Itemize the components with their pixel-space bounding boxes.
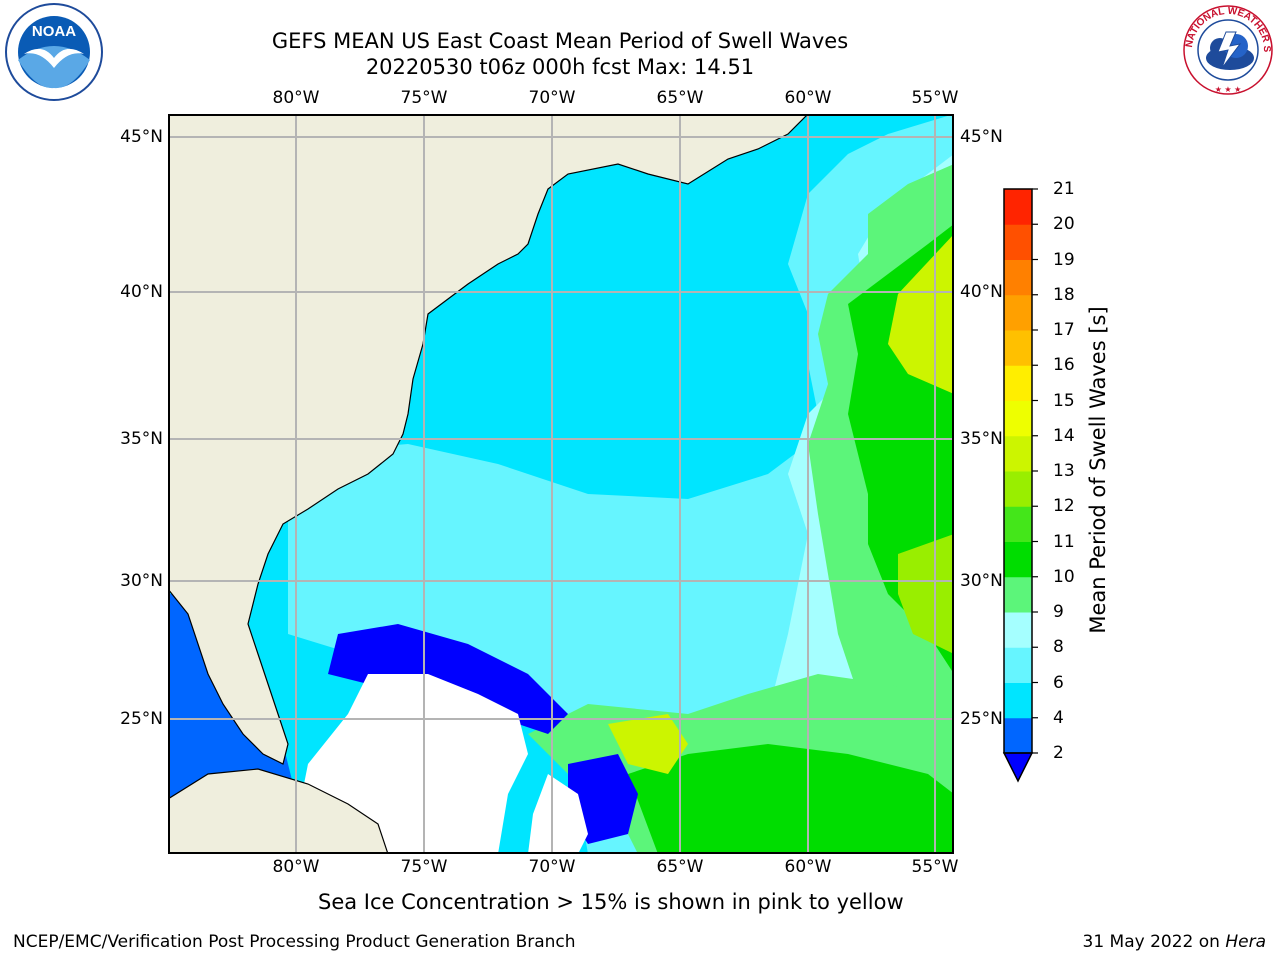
colorbar-segment [1004, 506, 1032, 542]
colorbar-tick-label: 20 [1053, 214, 1075, 235]
lon-label-bottom-55w: 55°W [911, 857, 959, 877]
footer-date: 31 May 2022 on Hera [1083, 932, 1267, 952]
colorbar-segment [1004, 330, 1032, 366]
colorbar-segment [1004, 365, 1032, 401]
colorbar-tick-label: 21 [1053, 179, 1075, 199]
colorbar-segments [1002, 189, 1034, 783]
footer-date-text: 31 May 2022 on [1082, 932, 1220, 952]
footer-credit: NCEP/EMC/Verification Post Processing Pr… [13, 932, 576, 952]
lat-label-left-30n: 30°N [120, 571, 163, 591]
colorbar [1002, 188, 1038, 783]
colorbar-segment [1004, 541, 1032, 578]
colorbar-tick-marks [1032, 188, 1038, 754]
map-frame [168, 114, 954, 854]
lat-label-right-25n: 25°N [960, 709, 1003, 729]
colorbar-segment [1004, 224, 1032, 260]
swell-period-map [168, 114, 954, 854]
nws-logo: NATIONAL WEATHER SERVICE ★ ★ ★ [1174, 0, 1278, 106]
colorbar-tick-label: 6 [1053, 672, 1064, 693]
chart-title: GEFS MEAN US East Coast Mean Period of S… [271, 29, 849, 53]
colorbar-segment [1004, 435, 1032, 472]
colorbar-tick-label: 12 [1053, 496, 1075, 517]
swell-band-10-11-south [628, 744, 954, 854]
lon-label-bottom-70w: 70°W [528, 857, 576, 877]
lat-label-right-30n: 30°N [960, 571, 1003, 591]
colorbar-segment [1004, 259, 1032, 296]
lat-label-left-40n: 40°N [120, 282, 163, 302]
colorbar-segment [1004, 294, 1032, 331]
colorbar-tick-label: 13 [1053, 461, 1075, 481]
colorbar-extend-min [1002, 752, 1034, 783]
colorbar-segment [1004, 717, 1032, 754]
noaa-logo: NOAA [2, 2, 106, 110]
colorbar-segment [1004, 576, 1032, 613]
lon-label-bottom-65w: 65°W [656, 857, 704, 877]
colorbar-tick-label: 17 [1053, 320, 1075, 340]
map-gridlines [168, 114, 954, 854]
colorbar-tick-label: 18 [1053, 284, 1075, 305]
colorbar-segment [1004, 471, 1032, 507]
swell-band-2-4-caribbean [568, 754, 638, 844]
lon-label-top-55w: 55°W [911, 88, 959, 108]
svg-text:★ ★ ★: ★ ★ ★ [1215, 85, 1242, 94]
colorbar-tick-label: 9 [1053, 602, 1064, 622]
lat-label-right-40n: 40°N [960, 282, 1003, 302]
land-north-america [168, 114, 809, 765]
colorbar-tick-label: 4 [1053, 707, 1064, 728]
sea-ice-annotation: Sea Ice Concentration > 15% is shown in … [318, 890, 904, 914]
colorbar-tick-label: 19 [1053, 249, 1075, 270]
swell-band-12-14-south [608, 714, 688, 774]
masked-region-caribbean [528, 774, 588, 854]
lon-label-top-60w: 60°W [784, 88, 832, 108]
land-cuba [168, 768, 389, 854]
swell-band-12-13-east-low [898, 534, 954, 654]
colorbar-segment [1004, 400, 1032, 437]
colorbar-tick-label: 2 [1053, 743, 1064, 763]
chart-subtitle: 20220530 t06z 000h fcst Max: 14.51 [365, 55, 755, 79]
lon-label-bottom-60w: 60°W [784, 857, 832, 877]
colorbar-segment [1004, 647, 1032, 683]
colorbar-tick-label: 16 [1053, 355, 1075, 376]
swell-band-2-4-bahamas [328, 624, 568, 734]
svg-text:NOAA: NOAA [32, 23, 76, 40]
colorbar-segment [1004, 612, 1032, 648]
colorbar-segment [1004, 682, 1032, 719]
lon-label-top-80w: 80°W [272, 88, 320, 108]
lat-label-right-35n: 35°N [960, 429, 1003, 449]
colorbar-tick-label: 15 [1053, 390, 1075, 411]
lon-label-top-70w: 70°W [528, 88, 576, 108]
lon-label-top-75w: 75°W [400, 88, 448, 108]
lat-label-left-25n: 25°N [120, 709, 163, 729]
lon-label-bottom-75w: 75°W [400, 857, 448, 877]
lon-label-top-65w: 65°W [656, 88, 704, 108]
colorbar-tick-label: 14 [1053, 425, 1075, 446]
colorbar-segment [1004, 189, 1032, 225]
colorbar-tick-label: 11 [1053, 531, 1075, 552]
swell-band-12-13-east [888, 234, 954, 394]
lat-label-left-45n: 45°N [120, 127, 163, 147]
lat-label-left-35n: 35°N [120, 429, 163, 449]
colorbar-tick-label: 10 [1053, 566, 1075, 587]
colorbar-label: Mean Period of Swell Waves [s] [1086, 306, 1110, 634]
colorbar-tick-label: 8 [1053, 637, 1064, 658]
footer-machine: Hera [1225, 932, 1266, 952]
lat-label-right-45n: 45°N [960, 127, 1003, 147]
lon-label-bottom-80w: 80°W [272, 857, 320, 877]
